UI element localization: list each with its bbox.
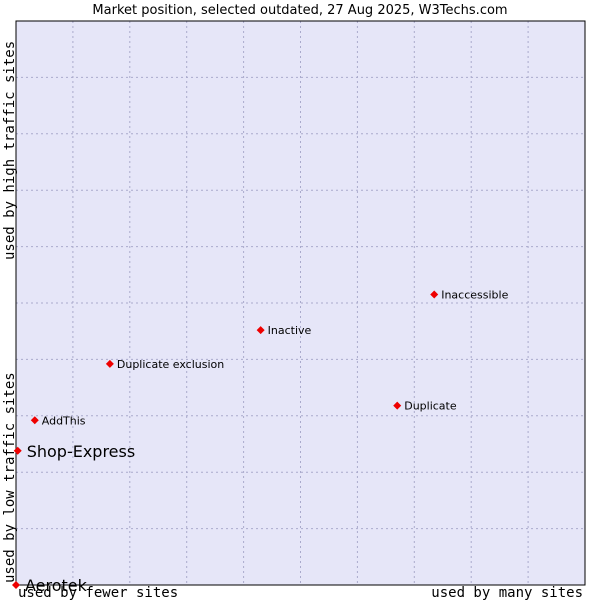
point-label: Inaccessible xyxy=(441,289,508,302)
x-axis-label-low: used by fewer sites xyxy=(18,585,178,600)
plot-border xyxy=(15,20,586,586)
data-points: Inaccessible Inactive Duplicate exclusion D… xyxy=(12,289,509,595)
point-label: Duplicate exclusion xyxy=(117,358,224,371)
point-marker xyxy=(12,581,20,589)
point-label: AddThis xyxy=(42,414,86,427)
point-label: Inactive xyxy=(268,324,312,337)
point-label: Duplicate xyxy=(404,400,457,413)
point-marker xyxy=(430,290,439,299)
point-marker xyxy=(13,446,22,455)
point-marker xyxy=(30,416,39,425)
y-axis-label-high: used by high traffic sites xyxy=(2,41,18,260)
x-axis-label-high: used by many sites xyxy=(431,585,583,600)
point-label: Shop-Express xyxy=(27,442,136,461)
point-label: Aerotek xyxy=(25,576,88,595)
chart-title: Market position, selected outdated, 27 A… xyxy=(92,3,507,18)
grid-lines xyxy=(16,21,585,585)
point-marker xyxy=(256,326,265,335)
point-marker xyxy=(393,401,402,410)
point-marker xyxy=(105,359,114,368)
y-axis-label-low: used by low traffic sites xyxy=(2,372,18,583)
